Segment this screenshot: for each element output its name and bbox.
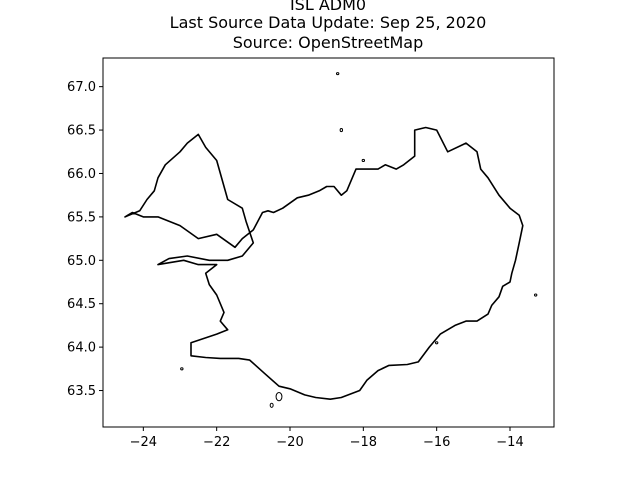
island-outline xyxy=(269,402,274,408)
title-line-2: Last Source Data Update: Sep 25, 2020 xyxy=(170,13,487,32)
y-tick-label: 67.0 xyxy=(67,80,96,95)
title-line-1: ISL ADM0 xyxy=(290,0,366,14)
island-outline xyxy=(275,391,283,402)
island-outline xyxy=(434,341,439,345)
island-outline xyxy=(361,158,366,162)
y-tick-label: 66.0 xyxy=(67,167,96,182)
x-tick-label: −14 xyxy=(496,435,523,450)
y-tick-label: 63.5 xyxy=(67,384,96,399)
y-tick-label: 65.5 xyxy=(67,210,96,225)
x-tick-label: −24 xyxy=(130,435,157,450)
x-tick-label: −16 xyxy=(423,435,450,450)
x-tick-label: −20 xyxy=(276,435,303,450)
island-outline xyxy=(339,128,344,133)
axes-frame xyxy=(102,57,555,428)
x-tick-label: −18 xyxy=(350,435,377,450)
map-layer xyxy=(124,72,538,408)
x-tick-label: −22 xyxy=(203,435,230,450)
title-line-3: Source: OpenStreetMap xyxy=(233,33,424,52)
y-tick-label: 65.0 xyxy=(67,254,96,269)
y-tick-label: 66.5 xyxy=(67,124,96,139)
y-tick-label: 64.5 xyxy=(67,297,96,312)
island-outline xyxy=(533,293,538,297)
y-axis: 63.5 64.0 64.5 65.0 65.5 66.0 66.5 67.0 xyxy=(67,80,103,399)
country-outline xyxy=(124,126,524,400)
plot-area xyxy=(102,57,555,428)
x-axis: −24 −22 −20 −18 −16 −14 xyxy=(130,427,524,450)
y-tick-label: 64.0 xyxy=(67,341,96,356)
island-outline xyxy=(180,367,184,371)
figure-title: ISL ADM0 Last Source Data Update: Sep 25… xyxy=(170,0,487,52)
island-outline xyxy=(335,72,340,76)
